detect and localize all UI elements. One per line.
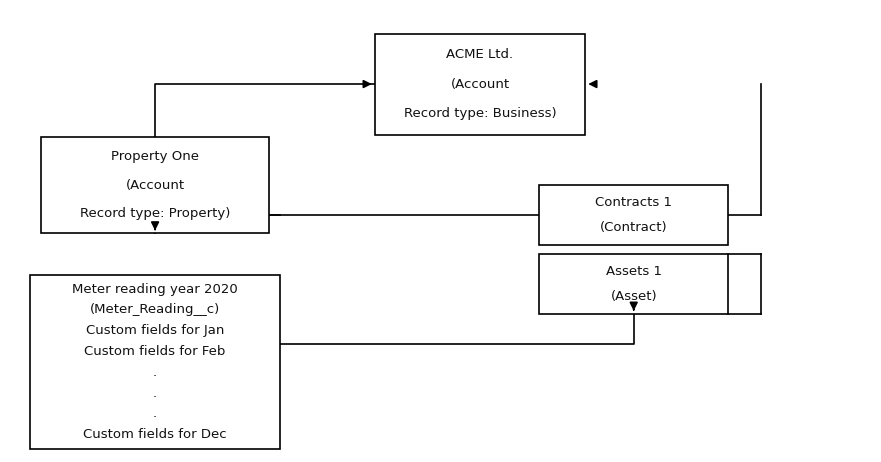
Bar xyxy=(539,185,728,245)
Text: Property One: Property One xyxy=(111,150,199,163)
Text: (Account: (Account xyxy=(125,179,185,192)
Text: Custom fields for Feb: Custom fields for Feb xyxy=(85,345,226,358)
Text: Record type: Property): Record type: Property) xyxy=(80,207,230,220)
Text: Assets 1: Assets 1 xyxy=(606,265,662,278)
Text: Meter reading year 2020: Meter reading year 2020 xyxy=(72,283,238,296)
Bar xyxy=(30,274,280,449)
Text: .: . xyxy=(153,387,157,400)
Text: ACME Ltd.: ACME Ltd. xyxy=(447,48,514,61)
Text: Custom fields for Jan: Custom fields for Jan xyxy=(85,324,225,337)
Text: (Asset): (Asset) xyxy=(611,290,657,303)
Bar xyxy=(41,137,270,233)
Bar xyxy=(539,254,728,314)
Text: .: . xyxy=(153,407,157,420)
Text: (Account: (Account xyxy=(450,78,509,91)
Text: Custom fields for Dec: Custom fields for Dec xyxy=(84,428,227,441)
Text: Record type: Business): Record type: Business) xyxy=(403,107,556,120)
Text: .: . xyxy=(153,366,157,379)
Text: Contracts 1: Contracts 1 xyxy=(596,196,672,209)
Text: (Meter_Reading__c): (Meter_Reading__c) xyxy=(90,304,220,316)
Bar xyxy=(374,34,585,134)
Text: (Contract): (Contract) xyxy=(600,221,668,234)
